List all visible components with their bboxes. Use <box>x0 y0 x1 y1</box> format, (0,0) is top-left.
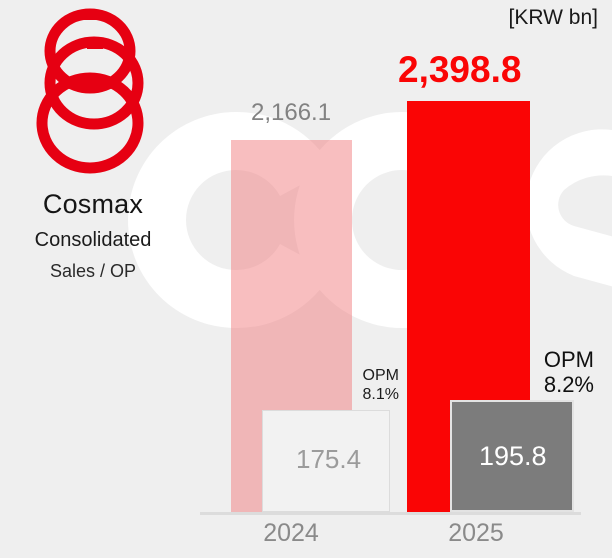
op-value-2025: 195.8 <box>479 441 547 471</box>
identity-block: Cosmax Consolidated Sales / OP <box>0 8 186 282</box>
opm-value-2024: 8.1% <box>362 385 399 403</box>
sales-value-2024: 2,166.1 <box>251 99 332 126</box>
opm-label-2024: OPM <box>362 367 399 384</box>
category-label-2024: 2024 <box>263 519 319 547</box>
cosmax-logo-icon <box>28 8 158 183</box>
opm-annotation-2024: OPM 8.1% <box>357 367 399 405</box>
company-name: Cosmax <box>42 189 144 219</box>
bar-op-2025 <box>450 400 574 512</box>
company-metrics: Sales / OP <box>49 261 137 281</box>
unit-label: [KRW bn] <box>508 6 598 29</box>
x-axis-line <box>200 512 581 515</box>
opm-annotation-2025: OPM 8.2% <box>530 347 594 397</box>
sales-value-2025: 2,398.8 <box>398 49 522 90</box>
category-label-2025: 2025 <box>448 519 504 547</box>
company-scope: Consolidated <box>34 229 152 251</box>
bar-op-2024 <box>262 410 390 512</box>
opm-label-2025: OPM <box>543 347 594 372</box>
op-value-2024: 175.4 <box>296 444 362 474</box>
opm-value-2025: 8.2% <box>543 371 594 397</box>
